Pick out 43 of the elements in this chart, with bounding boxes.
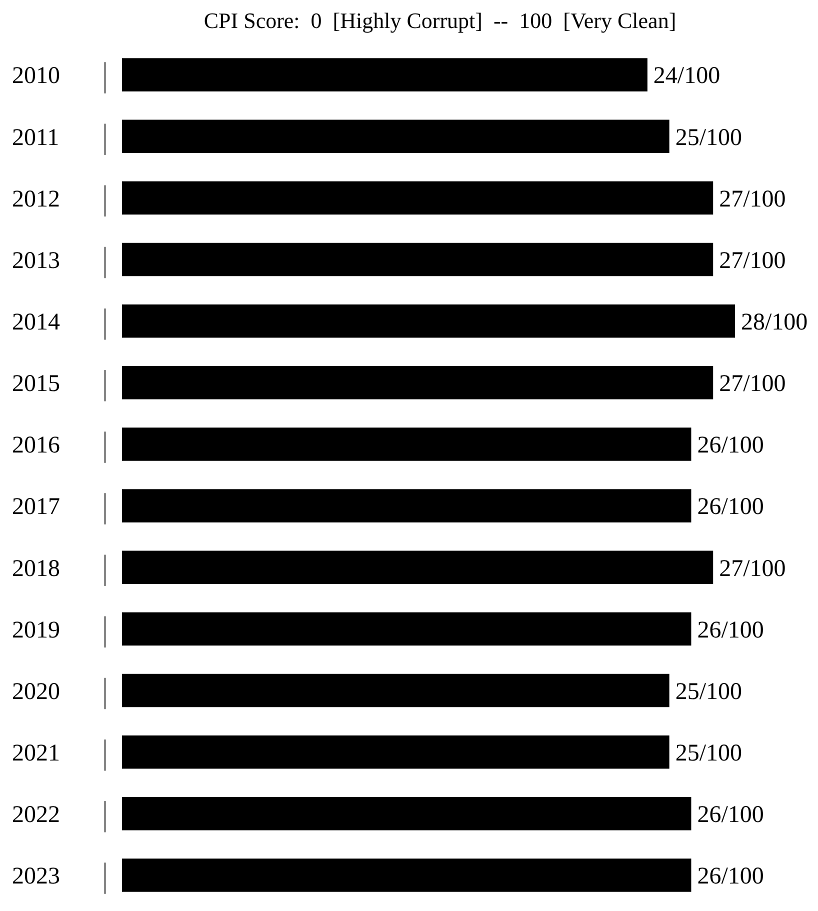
bar <box>122 674 670 708</box>
data-label: 27/100 <box>719 371 786 398</box>
data-label: 27/100 <box>719 556 786 582</box>
bar <box>122 366 714 400</box>
data-label: 26/100 <box>697 802 764 828</box>
y-tick-label: 2020 <box>12 678 60 705</box>
data-label: 26/100 <box>697 432 764 459</box>
bar <box>122 489 692 522</box>
data-label: 25/100 <box>675 740 742 766</box>
data-label: 25/100 <box>675 678 742 705</box>
y-tick-label: 2016 <box>12 432 60 459</box>
bar <box>122 242 714 276</box>
y-tick-label: 2010 <box>12 63 60 90</box>
data-label: 28/100 <box>741 309 808 336</box>
y-tick-label: 2021 <box>12 740 60 766</box>
y-tick-label: 2011 <box>12 124 60 151</box>
bar <box>122 428 692 461</box>
y-tick-label: 2012 <box>12 186 60 212</box>
data-label: 26/100 <box>697 864 764 890</box>
bar <box>122 858 692 892</box>
bar <box>122 58 648 92</box>
bar <box>122 735 670 769</box>
bar <box>122 797 692 830</box>
y-tick-label: 2023 <box>12 864 60 890</box>
bar <box>122 304 735 338</box>
data-label: 27/100 <box>719 186 786 212</box>
data-label: 24/100 <box>653 63 720 90</box>
chart-title: CPI Score: 0 [Highly Corrupt] -- 100 [Very Clean] <box>204 8 676 33</box>
data-label: 27/100 <box>719 248 786 274</box>
bar <box>122 181 714 215</box>
data-label: 26/100 <box>697 617 764 644</box>
bar <box>122 120 670 153</box>
bar <box>122 550 714 584</box>
y-tick-label: 2017 <box>12 494 60 520</box>
y-tick-label: 2018 <box>12 556 60 582</box>
bar <box>122 612 692 646</box>
y-tick-label: 2014 <box>12 309 60 336</box>
data-label: 25/100 <box>675 124 742 151</box>
y-tick-label: 2019 <box>12 617 60 644</box>
y-tick-label: 2013 <box>12 248 60 274</box>
data-label: 26/100 <box>697 494 764 520</box>
y-tick-label: 2015 <box>12 371 60 398</box>
y-tick-label: 2022 <box>12 802 60 828</box>
